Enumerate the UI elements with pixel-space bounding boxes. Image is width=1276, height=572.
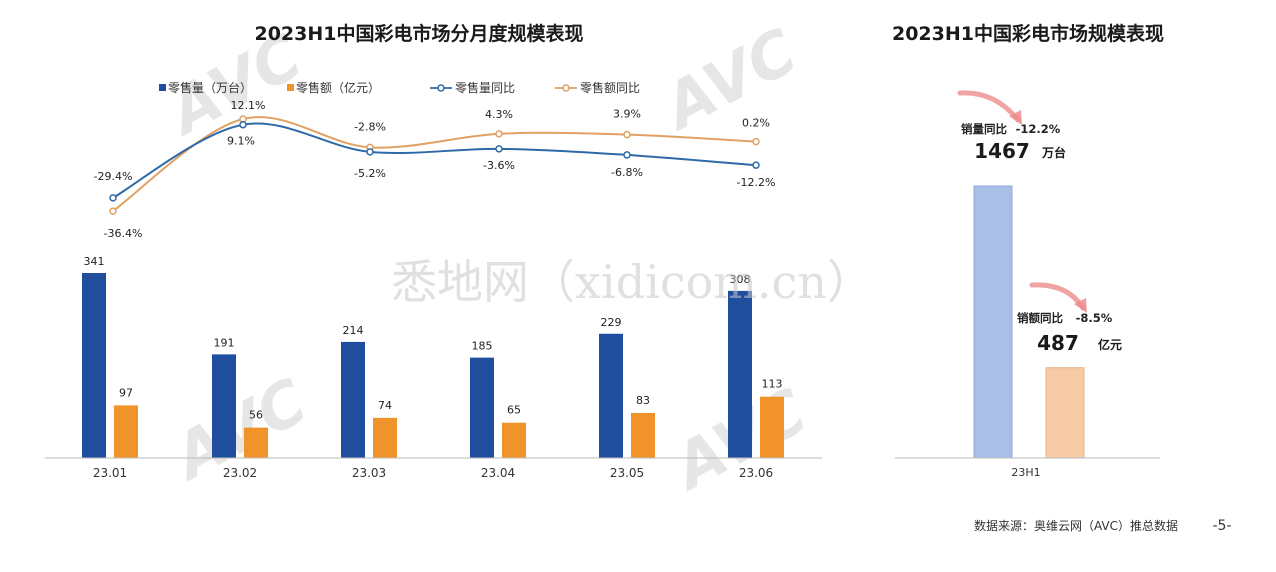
volume-bar xyxy=(341,341,365,458)
total-value: 487 xyxy=(1037,331,1079,355)
trend-arrow-head xyxy=(1009,110,1022,125)
x-axis-ticks: 23.01 23.02 23.03 23.04 23.05 23.06 xyxy=(93,466,773,480)
volume-yoy-point xyxy=(239,120,247,129)
volume-yoy-point xyxy=(495,145,503,153)
amount-bar xyxy=(760,396,784,458)
amount-bar-label: 65 xyxy=(507,404,521,417)
x-tick-label: 23.03 xyxy=(352,466,386,480)
monthly-chart-title: 2023H1中国彩电市场分月度规模表现 xyxy=(254,22,583,45)
site-watermark: 悉地网（xidicom.cn） xyxy=(391,255,873,309)
amount-yoy-point xyxy=(752,137,760,146)
total-value: 1467 xyxy=(974,139,1030,163)
half-year-chart-title: 2023H1中国彩电市场规模表现 xyxy=(892,22,1164,45)
amount-bar-label: 97 xyxy=(119,386,133,399)
legend-label: 零售额（亿元） xyxy=(296,80,380,95)
amount-yoy-label: 12.1% xyxy=(231,99,266,112)
amount-bar xyxy=(114,405,138,458)
legend-label: 零售量同比 xyxy=(455,80,515,95)
legend-swatch xyxy=(287,84,294,91)
amount-yoy-label: 3.9% xyxy=(613,108,641,121)
sales-amount-bar xyxy=(1045,367,1085,459)
amount-bar-label: 113 xyxy=(762,378,783,391)
amount-bar-label: 56 xyxy=(249,409,263,422)
yoy-lines: -36.4% 12.1% -2.8% 4.3% 3.9% 0.2% -29.4% 9.1% -5… xyxy=(94,99,776,240)
legend-label: 零售量（万台） xyxy=(168,80,252,95)
x-tick-label: 23.05 xyxy=(610,466,644,480)
total-unit: 亿元 xyxy=(1098,337,1122,352)
volume-yoy-label: 9.1% xyxy=(227,135,255,148)
legend-label: 零售额同比 xyxy=(580,80,640,95)
amount-bar-label: 83 xyxy=(636,394,650,407)
x-tick-label: 23H1 xyxy=(1011,466,1040,479)
yoy-value: -8.5% xyxy=(1076,311,1113,325)
volume-bar xyxy=(470,357,494,458)
volume-bar xyxy=(212,354,236,458)
trend-arrow-head xyxy=(1074,298,1087,313)
volume-yoy-label: -3.6% xyxy=(483,159,515,172)
volume-yoy-line xyxy=(112,122,757,199)
total-unit: 万台 xyxy=(1041,145,1066,160)
amount-yoy-point xyxy=(495,130,503,138)
amount-bar xyxy=(502,422,526,458)
x-tick-label: 23.04 xyxy=(481,466,515,480)
amount-yoy-line xyxy=(112,116,757,212)
amount-yoy-label: 4.3% xyxy=(485,108,513,121)
monthly-legend: 零售量（万台） 零售额（亿元） 零售量同比 零售额同比 xyxy=(159,80,640,95)
x-tick-label: 23.02 xyxy=(223,466,257,480)
legend-swatch xyxy=(159,84,166,91)
volume-bar-label: 191 xyxy=(214,336,235,349)
amount-yoy-label: -36.4% xyxy=(104,227,143,240)
legend-marker xyxy=(562,84,570,92)
legend-marker xyxy=(437,84,445,92)
volume-bar xyxy=(599,333,623,458)
data-source-note: 数据来源：奥维云网（AVC）推总数据 xyxy=(974,518,1178,533)
yoy-value: -12.2% xyxy=(1016,122,1061,136)
volume-bar-label: 214 xyxy=(343,324,364,337)
x-tick-label: 23.06 xyxy=(739,466,773,480)
page-number: -5- xyxy=(1212,518,1231,534)
x-tick-label: 23.01 xyxy=(93,466,127,480)
amount-yoy-label: -2.8% xyxy=(354,120,386,133)
monthly-bars: 341 97 191 56 214 74 185 65 229 83 308 113 xyxy=(82,255,784,458)
amount-bar xyxy=(244,427,268,458)
amount-bar xyxy=(631,412,655,458)
volume-yoy-label: -29.4% xyxy=(94,170,133,183)
volume-yoy-label: -5.2% xyxy=(354,167,386,180)
volume-yoy-point xyxy=(109,194,117,202)
amount-yoy-point xyxy=(109,207,117,215)
monthly-chart: 2023H1中国彩电市场分月度规模表现 零售量（万台） 零售额（亿元） 零售量同比零… xyxy=(45,22,822,480)
volume-bar xyxy=(82,273,106,458)
amount-bar-label: 74 xyxy=(378,399,392,412)
avc-logo-mark: AVC xyxy=(648,14,808,145)
volume-yoy-point xyxy=(366,148,374,156)
amount-yoy-label: 0.2% xyxy=(742,117,770,130)
volume-bar xyxy=(728,290,752,458)
volume-bar-label: 341 xyxy=(84,255,105,268)
amount-yoy-point xyxy=(623,130,631,139)
yoy-caption: 销量同比 xyxy=(961,122,1007,136)
yoy-caption: 销额同比 xyxy=(1017,311,1063,325)
volume-bar-label: 185 xyxy=(472,340,493,353)
volume-bar-label: 308 xyxy=(730,273,751,286)
volume-yoy-point xyxy=(752,161,760,169)
volume-yoy-point xyxy=(623,151,631,159)
volume-yoy-label: -6.8% xyxy=(611,166,643,179)
volume-yoy-label: -12.2% xyxy=(737,176,776,189)
amount-bar xyxy=(373,417,397,458)
volume-bar-label: 229 xyxy=(601,316,622,329)
sales-volume-bar xyxy=(973,185,1013,459)
